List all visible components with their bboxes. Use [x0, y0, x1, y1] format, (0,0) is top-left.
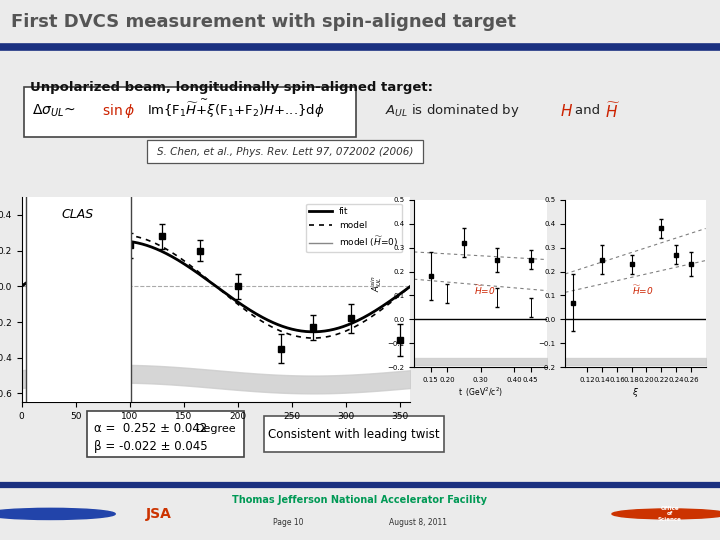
Text: Office
of
Science: Office of Science	[657, 505, 682, 522]
Text: $H$: $H$	[560, 103, 573, 119]
Text: First DVCS measurement with spin-aligned target: First DVCS measurement with spin-aligned…	[11, 12, 516, 31]
FancyBboxPatch shape	[264, 416, 444, 452]
FancyBboxPatch shape	[147, 140, 423, 164]
Text: Thomas Jefferson National Accelerator Facility: Thomas Jefferson National Accelerator Fa…	[233, 495, 487, 505]
Text: α =  0.252 ± 0.042: α = 0.252 ± 0.042	[94, 422, 207, 435]
Text: Page 10: Page 10	[273, 518, 303, 527]
X-axis label: Degree: Degree	[196, 424, 236, 434]
FancyBboxPatch shape	[24, 87, 356, 137]
Text: $A_{UL}$ is dominated by: $A_{UL}$ is dominated by	[385, 102, 520, 119]
Text: ~: ~	[200, 95, 208, 105]
X-axis label: $\xi$: $\xi$	[632, 386, 639, 399]
Text: S. Chen, et al., Phys. Rev. Lett 97, 072002 (2006): S. Chen, et al., Phys. Rev. Lett 97, 072…	[157, 146, 413, 157]
Text: Consistent with leading twist: Consistent with leading twist	[268, 428, 440, 441]
Text: $\Delta\sigma_{UL}$~: $\Delta\sigma_{UL}$~	[32, 103, 76, 119]
Text: Im{F$_1\widetilde{H}$+$\xi$(F$_1$+F$_2$)$H$+...}d$\phi$: Im{F$_1\widetilde{H}$+$\xi$(F$_1$+F$_2$)…	[147, 101, 325, 120]
Text: β = -0.022 ± 0.045: β = -0.022 ± 0.045	[94, 440, 207, 453]
Text: Unpolarized beam, longitudinally spin-aligned target:: Unpolarized beam, longitudinally spin-al…	[30, 81, 433, 94]
Text: August 8, 2011: August 8, 2011	[389, 518, 446, 527]
FancyBboxPatch shape	[87, 411, 244, 457]
Circle shape	[0, 508, 115, 519]
X-axis label: t  (GeV$^2$/c$^2$): t (GeV$^2$/c$^2$)	[458, 386, 503, 399]
Text: and: and	[575, 104, 604, 117]
Legend: fit, model, model ($\widetilde{H}$=0): fit, model, model ($\widetilde{H}$=0)	[306, 204, 402, 253]
Text: CLAS: CLAS	[62, 208, 94, 221]
Y-axis label: $A_{UL}^{sin}$: $A_{UL}^{sin}$	[369, 275, 384, 292]
Text: $\sin\phi$: $\sin\phi$	[102, 102, 135, 120]
Text: $\widetilde{H}$: $\widetilde{H}$	[605, 101, 621, 120]
FancyBboxPatch shape	[26, 22, 131, 409]
Circle shape	[612, 509, 720, 519]
Text: $\widetilde{H}$=0: $\widetilde{H}$=0	[474, 284, 495, 298]
Text: $\widetilde{H}$=0: $\widetilde{H}$=0	[631, 284, 653, 298]
Text: JSA: JSA	[145, 507, 171, 521]
